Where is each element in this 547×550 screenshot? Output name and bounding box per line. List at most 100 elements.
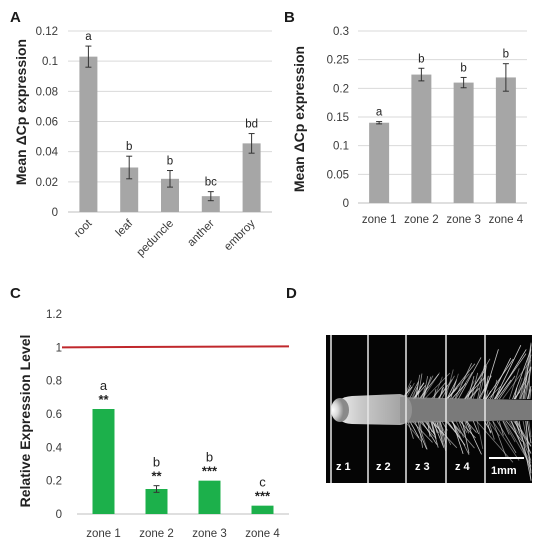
root-hair [527,388,532,400]
chart-a-bar [161,178,179,212]
root-hair [518,354,532,400]
chart-a-letter: bd [245,119,258,131]
root-hair [525,368,532,400]
root-hair [431,381,447,400]
chart-c-ylabel: Relative Expression Level [17,335,33,508]
panel-letter-c: C [10,285,21,302]
root-hair [464,420,469,434]
chart-b-letter: a [376,107,383,119]
root-hair [445,369,454,400]
root-hair [482,349,499,400]
root-hair [476,420,484,449]
root-hair [422,372,440,400]
chart-c-xtick: zone 1 [86,528,121,540]
chart-b-xtick: zone 3 [446,214,481,226]
chart-c-bar [145,489,168,514]
chart-a-bar [242,143,261,212]
chart-c-bar [92,409,115,514]
root-hair [520,354,532,400]
chart-a-xtick: leaf [114,217,136,239]
root-hair [502,420,510,435]
chart-a-ytick: 0.06 [36,117,58,129]
chart-c-significance: ** [151,469,162,484]
root-hair [488,420,495,440]
chart-c-ytick: 0.6 [46,409,62,421]
root-hair [446,380,457,400]
root-hair [477,365,485,400]
root-hair [433,389,437,400]
root-hair [468,388,478,400]
chart-b-letter: b [418,53,424,65]
root-hair [492,420,507,458]
chart-c-significance: *** [202,464,218,479]
chart-c-xtick: zone 4 [245,528,280,540]
root-hair [425,420,436,436]
chart-a-ytick: 0 [52,207,58,219]
root-hair [433,376,443,400]
chart-c: Relative Expression Level 0 0.2 0.4 0.6 0.8 1… [17,309,290,540]
root-hair [417,420,428,450]
root-hair [464,390,470,400]
root-hair [420,388,426,400]
root-hair [492,420,520,461]
chart-c-letter: a [100,378,108,393]
root-hair [414,420,428,450]
root-hair [418,420,437,440]
chart-c-bar [198,480,221,514]
root-hair [451,420,464,454]
chart-a-ylabel: Mean ΔCp expression [13,39,29,185]
chart-c-ytick: 0.8 [46,376,62,388]
root-hair [412,382,425,400]
root-hair [528,342,532,400]
root-hair [519,380,530,400]
chart-c-letter: b [206,450,213,465]
root-hair [510,420,532,467]
root-hair [405,382,415,400]
chart-b-bar [411,74,432,203]
root-hair [411,420,433,443]
root-hair [485,390,492,400]
root-shaft [400,397,532,423]
chart-a-ytick: 0.04 [36,147,59,159]
root-hair [526,386,532,400]
root-hair [436,420,443,442]
zone-label-z3: z 3 [415,461,430,473]
chart-b-letter: b [460,62,466,74]
root-hair [445,420,461,438]
root-hair [410,387,418,400]
chart-b-bar [453,82,474,203]
chart-b: Mean ΔCp expression 0 0.05 0.1 0.15 0.2 0.25 0… [291,26,527,226]
chart-b-letter: b [503,49,509,61]
chart-b-xtick: zone 2 [404,214,439,226]
chart-b-xtick: zone 1 [362,214,397,226]
chart-b-ytick: 0.05 [327,169,349,181]
root-hair [512,349,532,400]
root-hair [466,420,472,430]
chart-c-xtick: zone 2 [139,528,174,540]
root-hair [494,345,522,400]
chart-a-bar [120,167,139,212]
chart-a-xtick: root [72,217,95,240]
chart-a-ytick: 0.1 [42,56,58,68]
chart-c-reference-line [61,345,290,349]
zone-label-z2: z 2 [376,461,391,473]
root-hair [404,420,423,443]
chart-c-ytick: 0.2 [46,476,62,488]
chart-c-letter: b [153,455,160,470]
root-hair [455,371,473,400]
root-hair [472,420,479,435]
root-hair [505,420,523,442]
panel-letter-b: B [284,9,295,26]
chart-a-letter: b [126,141,132,153]
root-micrograph: z 1 z 2 z 3 z 4 1mm [326,335,532,483]
root-hair [486,420,491,434]
chart-a-bar [79,56,98,213]
root-hair [446,363,476,400]
zone-label-z1: z 1 [336,461,351,473]
root-hair [502,420,516,443]
root-hair [464,380,475,400]
chart-c-ytick: 0.4 [46,442,63,454]
root-hair [450,420,461,434]
root-hair [498,375,516,400]
root-hair [461,420,470,454]
